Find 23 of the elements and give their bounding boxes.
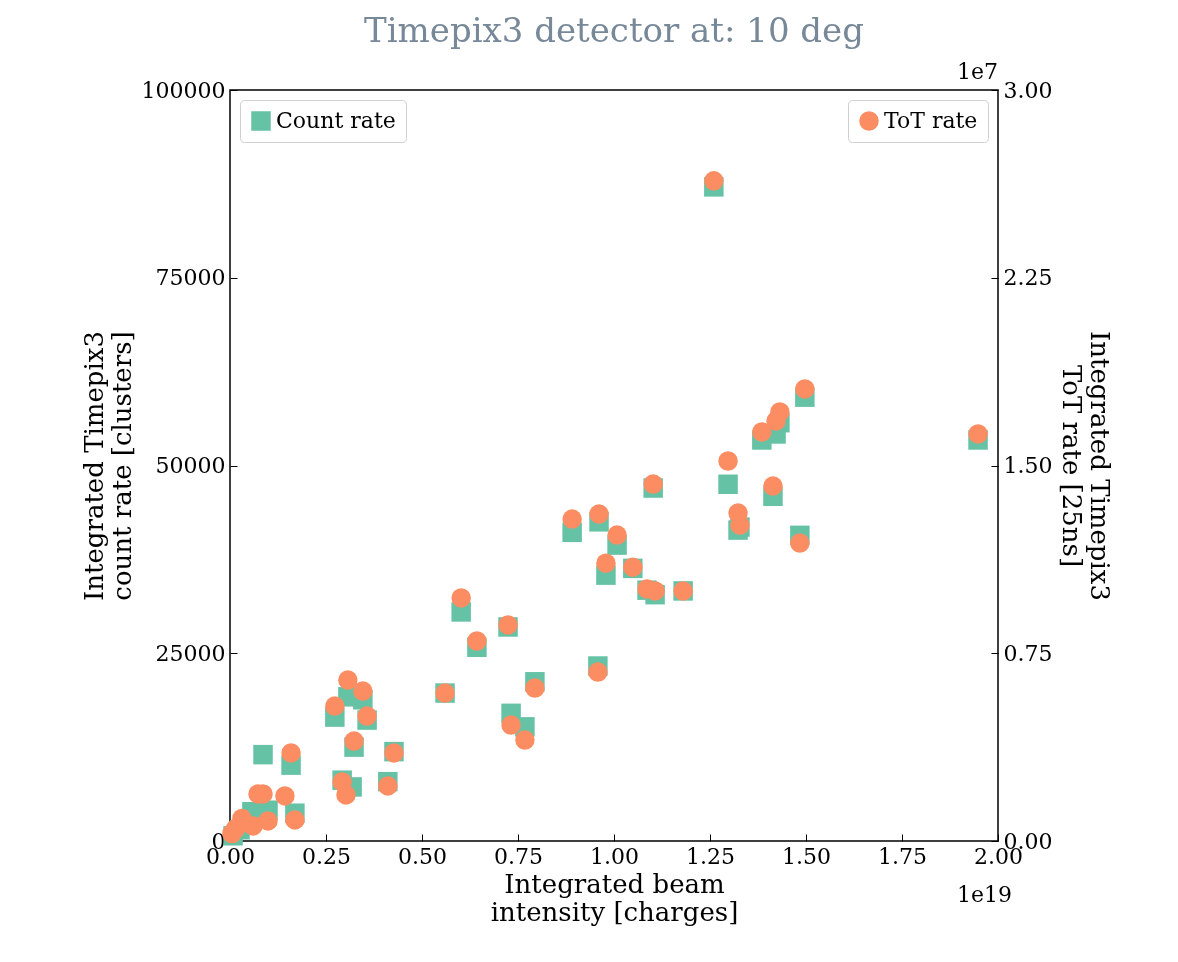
x-tick-label: 1.00 — [590, 843, 639, 869]
x-tick-label: 0.50 — [398, 843, 447, 869]
legend-label: ToT rate — [884, 108, 978, 133]
text: 1e7 — [956, 59, 998, 84]
x-tick-label: 1.75 — [878, 843, 927, 869]
x-tick-label: 1.25 — [686, 843, 735, 869]
y2-tick-label: 2.25 — [1003, 265, 1053, 291]
x-tick-label: 1.50 — [782, 843, 831, 869]
chart-title: Timepix3 detector at: 10 deg — [364, 10, 864, 50]
x-tick-label: 0.25 — [302, 843, 351, 869]
x-axis-title: Integrated beam intensity [charges] — [490, 868, 739, 927]
y-tick-label: 100000 — [141, 77, 226, 103]
x-tick-label: 0.75 — [494, 843, 543, 869]
legend-label: Count rate — [276, 108, 396, 133]
y-tick-label: 50000 — [155, 453, 226, 478]
y2-tick-label: 1.50 — [1003, 453, 1053, 478]
y2-tick-label: 0.75 — [1003, 640, 1053, 666]
y2-tick-label: 3.00 — [1003, 77, 1053, 103]
text: 1e19 — [956, 882, 1012, 907]
y-axis-title: Integrated Timepix3 count rate [clusters] — [78, 330, 137, 602]
y2-axis-title: Integrated Timepix3 ToT rate [25ns] — [1057, 330, 1116, 602]
y-tick-label: 75000 — [155, 265, 226, 291]
y-tick-label: 25000 — [155, 640, 226, 666]
